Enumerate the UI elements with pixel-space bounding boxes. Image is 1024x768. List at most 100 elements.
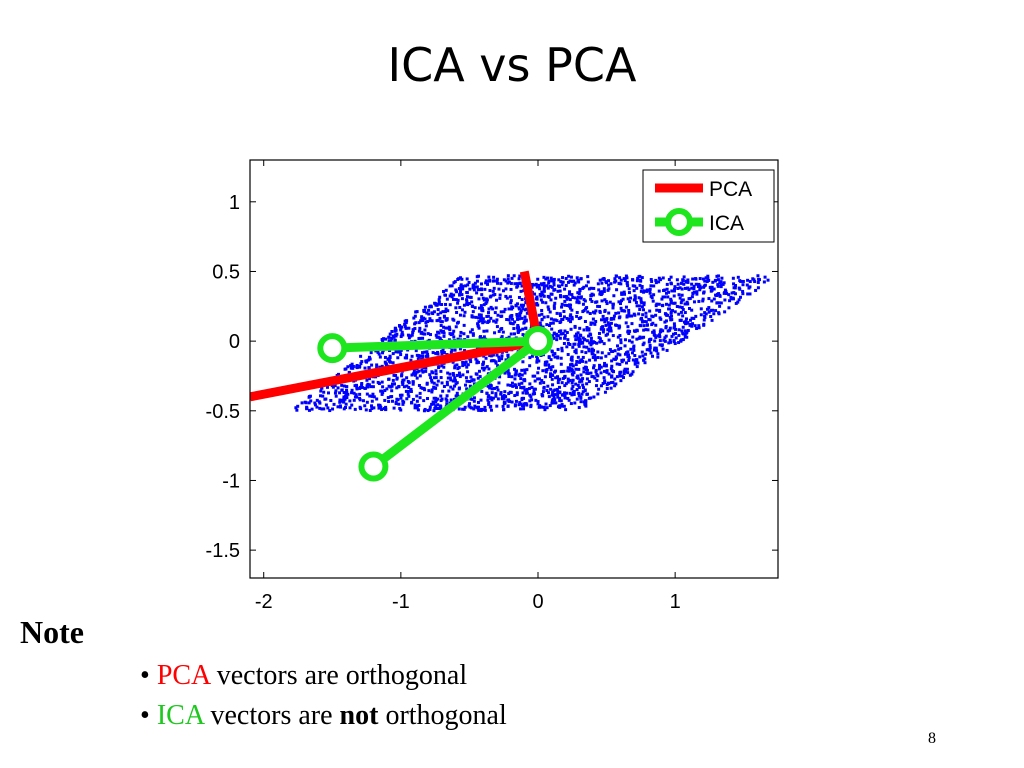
scatter-point xyxy=(457,386,461,390)
scatter-point xyxy=(563,303,567,307)
scatter-point xyxy=(710,299,714,303)
scatter-point xyxy=(709,286,713,290)
scatter-point xyxy=(509,287,513,291)
scatter-point xyxy=(473,404,477,408)
scatter-point xyxy=(495,404,499,408)
scatter-point xyxy=(419,319,423,323)
scatter-point xyxy=(389,339,393,343)
scatter-point xyxy=(675,278,679,282)
scatter-point xyxy=(704,276,708,280)
scatter-point xyxy=(568,298,572,302)
scatter-point xyxy=(432,396,436,400)
scatter-point xyxy=(610,359,614,363)
scatter-point xyxy=(433,406,437,410)
scatter-point xyxy=(613,277,617,281)
scatter-point xyxy=(518,274,522,278)
scatter-point xyxy=(449,292,453,296)
scatter-point xyxy=(581,355,585,359)
scatter-point xyxy=(617,347,621,351)
scatter-point xyxy=(417,403,421,407)
scatter-point xyxy=(615,288,619,292)
series-lines xyxy=(250,270,553,482)
scatter-point xyxy=(418,396,422,400)
scatter-point xyxy=(599,365,603,369)
scatter-point xyxy=(483,405,487,409)
scatter-point xyxy=(576,374,580,378)
scatter-point xyxy=(558,390,562,394)
scatter-point xyxy=(472,399,476,403)
scatter-point xyxy=(360,385,364,389)
scatter-point xyxy=(418,326,422,330)
scatter-point xyxy=(325,385,329,389)
scatter-point xyxy=(607,311,611,315)
scatter-point xyxy=(491,353,495,357)
scatter-point xyxy=(535,301,539,305)
scatter-point xyxy=(642,290,646,294)
scatter-point xyxy=(519,386,523,390)
scatter-point xyxy=(423,328,427,332)
scatter-point xyxy=(416,357,420,361)
scatter-point xyxy=(506,370,510,374)
scatter-point xyxy=(426,352,430,356)
scatter-point xyxy=(475,291,479,295)
scatter-point xyxy=(598,292,602,296)
scatter-point xyxy=(450,348,454,352)
scatter-point xyxy=(575,310,579,314)
scatter-point xyxy=(549,317,553,321)
scatter-point xyxy=(673,342,677,346)
bullet-text: vectors are orthogonal xyxy=(209,660,468,691)
scatter-point xyxy=(428,405,432,409)
scatter-point xyxy=(691,322,695,326)
scatter-point xyxy=(305,406,309,410)
scatter-point xyxy=(592,395,596,399)
scatter-point xyxy=(441,389,445,393)
scatter-point xyxy=(561,280,565,284)
scatter-point xyxy=(444,302,448,306)
scatter-point xyxy=(635,337,639,341)
scatter-point xyxy=(458,334,462,338)
scatter-point xyxy=(624,321,628,325)
scatter-point xyxy=(521,391,525,395)
scatter-point xyxy=(397,348,401,352)
scatter-point xyxy=(575,300,579,304)
scatter-point xyxy=(642,335,646,339)
scatter-point xyxy=(503,371,507,375)
scatter-point xyxy=(581,359,585,363)
scatter-point xyxy=(534,297,538,301)
scatter-point xyxy=(331,385,335,389)
scatter-point xyxy=(436,312,440,316)
scatter-point xyxy=(513,373,517,377)
scatter-point xyxy=(727,293,731,297)
scatter-point xyxy=(722,291,726,295)
scatter-point xyxy=(453,384,457,388)
scatter-point xyxy=(397,324,401,328)
scatter-point xyxy=(638,283,642,287)
scatter-point xyxy=(448,372,452,376)
scatter-point xyxy=(486,279,490,283)
scatter-point xyxy=(618,281,622,285)
scatter-point xyxy=(690,286,694,290)
scatter-point xyxy=(604,280,608,284)
scatter-point xyxy=(430,388,434,392)
scatter-point xyxy=(536,371,540,375)
scatter-point xyxy=(319,389,323,393)
scatter-point xyxy=(561,276,565,280)
scatter-point xyxy=(654,335,658,339)
scatter-point xyxy=(448,294,452,298)
scatter-point xyxy=(678,305,682,309)
scatter-point xyxy=(593,356,597,360)
scatter-point xyxy=(358,392,362,396)
scatter-point xyxy=(701,297,705,301)
scatter-point xyxy=(377,382,381,386)
scatter-point xyxy=(434,386,438,390)
scatter-point xyxy=(570,293,574,297)
scatter-point xyxy=(542,275,546,279)
scatter-point xyxy=(428,318,432,322)
scatter-point xyxy=(595,300,599,304)
scatter-point xyxy=(563,334,567,338)
scatter-point xyxy=(500,327,504,331)
scatter-point xyxy=(602,289,606,293)
scatter-point xyxy=(509,315,513,319)
y-tick-label: 0 xyxy=(229,331,240,353)
scatter-point xyxy=(517,295,521,299)
